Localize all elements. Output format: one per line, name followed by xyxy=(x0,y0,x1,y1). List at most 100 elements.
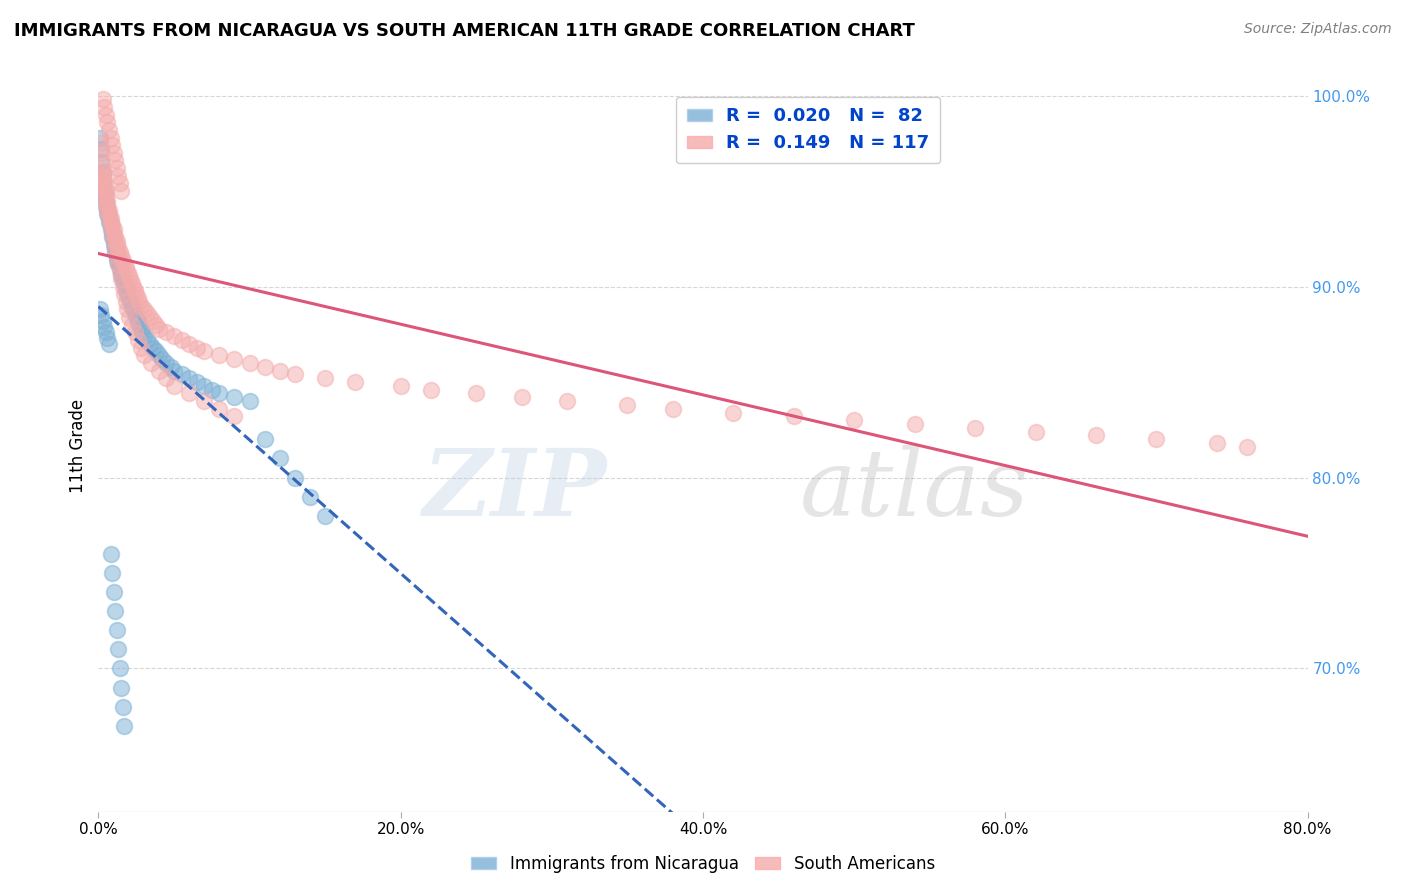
Point xyxy=(89,136,111,151)
Point xyxy=(208,348,231,362)
Point xyxy=(1206,436,1229,450)
Point xyxy=(103,234,125,248)
Point xyxy=(96,331,118,345)
Point xyxy=(115,264,138,278)
Point xyxy=(121,299,143,313)
Point xyxy=(124,306,146,320)
Point xyxy=(98,207,121,221)
Legend: Immigrants from Nicaragua, South Americans: Immigrants from Nicaragua, South America… xyxy=(464,848,942,880)
Point xyxy=(90,142,112,156)
Point xyxy=(94,108,117,122)
Point xyxy=(155,356,177,370)
Point xyxy=(94,184,117,198)
Point xyxy=(98,336,121,351)
Point xyxy=(114,284,136,298)
Point xyxy=(91,180,114,194)
Point xyxy=(904,417,927,431)
Point xyxy=(129,321,152,335)
Point xyxy=(145,344,167,359)
Point xyxy=(93,187,115,202)
Point xyxy=(89,165,111,179)
Point xyxy=(90,155,112,169)
Point xyxy=(93,319,115,334)
Point xyxy=(150,352,173,367)
Point xyxy=(103,222,125,236)
Point xyxy=(90,308,112,322)
Point xyxy=(193,379,215,393)
Point xyxy=(844,413,866,427)
Point xyxy=(98,123,121,137)
Point xyxy=(107,169,129,183)
Point xyxy=(314,508,336,523)
Point xyxy=(96,115,118,129)
Text: ZIP: ZIP xyxy=(422,445,606,535)
Point xyxy=(132,302,155,317)
Point xyxy=(104,604,127,618)
Point xyxy=(91,169,114,183)
Point xyxy=(163,379,186,393)
Point xyxy=(100,214,122,228)
Point xyxy=(139,310,162,324)
Point xyxy=(389,379,412,393)
Point xyxy=(105,161,128,175)
Point xyxy=(96,207,118,221)
Point xyxy=(224,409,246,424)
Point xyxy=(108,177,131,191)
Point xyxy=(127,314,149,328)
Point xyxy=(104,245,127,260)
Point xyxy=(94,195,117,210)
Point xyxy=(91,174,114,188)
Point xyxy=(127,291,149,305)
Point xyxy=(125,310,148,324)
Point xyxy=(108,661,131,675)
Point xyxy=(1085,428,1108,442)
Point xyxy=(299,490,322,504)
Point xyxy=(100,547,122,561)
Point xyxy=(420,383,443,397)
Point xyxy=(103,226,125,240)
Point xyxy=(114,294,136,309)
Point xyxy=(179,386,201,401)
Point xyxy=(90,172,112,186)
Point xyxy=(965,421,987,435)
Point xyxy=(142,314,165,328)
Point xyxy=(132,348,155,362)
Point xyxy=(125,287,148,301)
Point xyxy=(110,184,132,198)
Point xyxy=(253,359,276,374)
Point xyxy=(155,326,177,340)
Text: Source: ZipAtlas.com: Source: ZipAtlas.com xyxy=(1244,22,1392,37)
Point xyxy=(1144,433,1167,447)
Point xyxy=(89,302,111,317)
Point xyxy=(94,187,117,202)
Point xyxy=(111,279,134,293)
Point xyxy=(105,237,128,252)
Point xyxy=(91,314,114,328)
Point xyxy=(96,194,118,208)
Point xyxy=(193,394,215,409)
Point xyxy=(129,299,152,313)
Point xyxy=(148,321,170,335)
Point xyxy=(108,260,131,275)
Point xyxy=(105,249,128,263)
Point xyxy=(105,234,128,248)
Point xyxy=(163,329,186,343)
Point xyxy=(465,386,488,401)
Point xyxy=(139,336,162,351)
Point xyxy=(135,306,157,320)
Point xyxy=(94,199,117,213)
Point xyxy=(110,681,132,695)
Point xyxy=(93,100,115,114)
Point xyxy=(94,194,117,208)
Point xyxy=(186,375,208,389)
Point xyxy=(94,326,117,340)
Point xyxy=(96,203,118,218)
Point xyxy=(208,401,231,416)
Point xyxy=(115,302,138,317)
Point xyxy=(112,276,135,290)
Point xyxy=(90,155,112,169)
Point xyxy=(122,302,145,317)
Point xyxy=(239,356,262,370)
Point xyxy=(107,642,129,657)
Point xyxy=(616,398,638,412)
